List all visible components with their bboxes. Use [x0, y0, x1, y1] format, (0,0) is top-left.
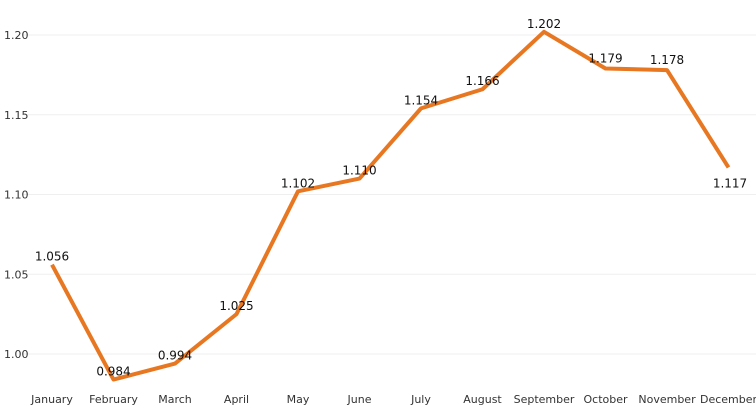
x-tick-label: May — [287, 393, 310, 406]
y-tick-label: 1.15 — [4, 109, 29, 122]
data-label: 1.110 — [342, 164, 376, 178]
data-point — [665, 68, 669, 72]
series-group — [50, 29, 731, 382]
x-tick-label: January — [30, 393, 73, 406]
y-tick-label: 1.20 — [4, 29, 29, 42]
y-tick-label: 1.05 — [4, 268, 29, 281]
data-labels: 1.056 0.984 0.994 1.025 1.102 1.110 1.154 1.166… — [35, 17, 747, 379]
y-tick-label: 1.10 — [4, 189, 29, 202]
x-tick-label: February — [89, 393, 138, 406]
x-tick-label: July — [410, 393, 431, 406]
x-tick-label: December — [700, 393, 756, 406]
data-label: 1.102 — [281, 176, 315, 190]
x-tick-label: June — [347, 393, 372, 406]
data-label: 1.056 — [35, 250, 69, 264]
x-tick-label: April — [224, 393, 249, 406]
data-point — [604, 66, 608, 70]
x-tick-label: September — [514, 393, 575, 406]
y-axis: 1.00 1.05 1.10 1.15 1.20 — [4, 29, 29, 361]
data-label: 1.179 — [588, 51, 622, 65]
x-tick-label: October — [583, 393, 627, 406]
x-tick-label: November — [638, 393, 696, 406]
data-label: 0.994 — [158, 349, 192, 363]
x-axis: January February March April May June July Augu… — [30, 393, 756, 406]
y-tick-label: 1.00 — [4, 348, 29, 361]
data-label: 1.154 — [404, 93, 438, 107]
gridlines — [22, 34, 756, 355]
data-point — [727, 165, 731, 169]
x-tick-label: March — [158, 393, 192, 406]
x-tick-label: August — [463, 393, 502, 406]
data-label: 0.984 — [96, 365, 130, 379]
series-line — [50, 29, 731, 382]
data-label: 1.202 — [527, 17, 561, 31]
data-label: 1.025 — [219, 299, 253, 313]
data-label: 1.178 — [650, 53, 684, 67]
data-label: 1.166 — [465, 74, 499, 88]
data-label: 1.117 — [713, 176, 747, 190]
